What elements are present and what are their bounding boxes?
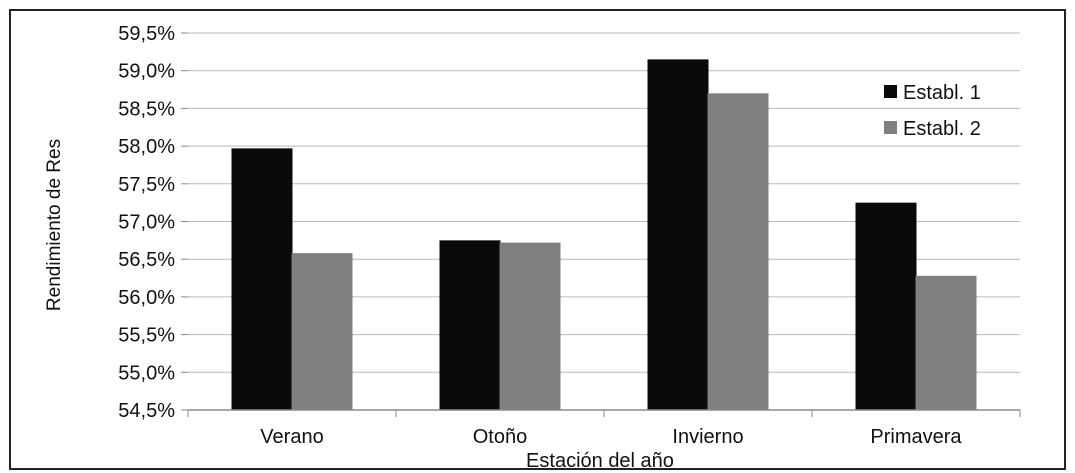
- x-tick-label: Primavera: [870, 426, 962, 448]
- y-tick-label: 58,5%: [118, 98, 175, 120]
- y-tick-label: 55,0%: [118, 362, 175, 384]
- y-axis-title: Rendimiento de Res: [44, 139, 65, 311]
- y-tick-label: 54,5%: [118, 400, 175, 422]
- legend-swatch: [884, 121, 897, 134]
- y-tick-label: 56,0%: [118, 287, 175, 309]
- legend-label: Establ. 2: [903, 118, 981, 140]
- y-tick-label: 59,0%: [118, 61, 175, 83]
- x-axis-ticks: Verano Otoño Invierno Primavera: [187, 410, 1021, 448]
- x-tick-label: Verano: [260, 426, 323, 448]
- bar-2-0: [291, 253, 353, 410]
- legend-label: Establ. 1: [903, 82, 981, 104]
- bars: [231, 59, 977, 410]
- bar-1-3: [855, 202, 917, 410]
- x-axis-title: Estación del año: [526, 450, 674, 472]
- y-tick-label: 56,5%: [118, 249, 175, 271]
- y-tick-label: 57,0%: [118, 212, 175, 234]
- bar-2-1: [499, 242, 561, 410]
- y-tick-label: 55,5%: [118, 325, 175, 347]
- bar-2-2: [707, 93, 769, 410]
- x-tick-label: Invierno: [672, 426, 743, 448]
- y-axis-ticks: 54,5% 55,0% 55,5% 56,0% 56,5% 57,0% 57,5% 58,0%…: [118, 23, 188, 422]
- y-tick-label: 59,5%: [118, 23, 175, 45]
- bar-2-3: [915, 275, 977, 410]
- bar-1-1: [439, 240, 501, 410]
- bar-1-0: [231, 148, 293, 410]
- legend-swatch: [884, 85, 897, 98]
- x-tick-label: Otoño: [473, 426, 527, 448]
- legend: Establ. 1 Establ. 2: [884, 82, 981, 140]
- y-tick-label: 57,5%: [118, 174, 175, 196]
- bar-1-2: [647, 59, 709, 410]
- y-tick-label: 58,0%: [118, 136, 175, 158]
